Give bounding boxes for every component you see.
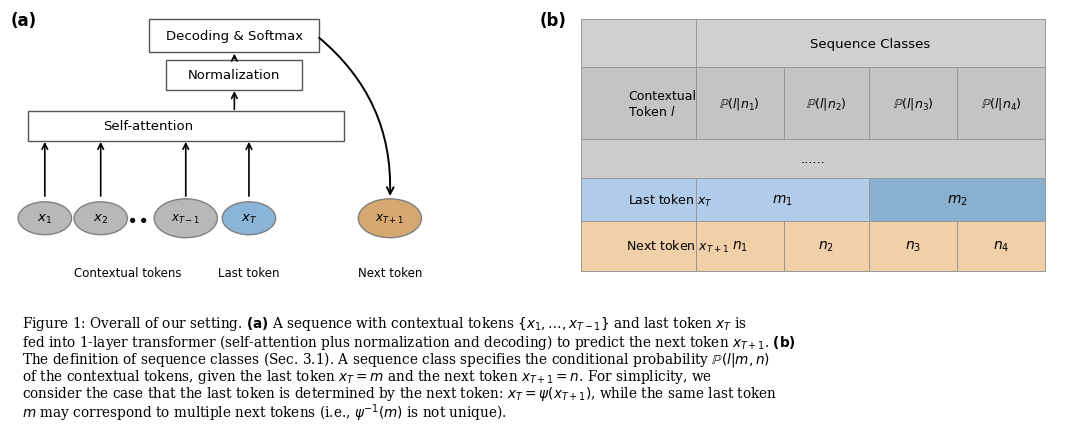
Text: ......: ...... [801, 153, 826, 166]
Text: $\mathbb{P}(l|n_4)$: $\mathbb{P}(l|n_4)$ [981, 96, 1022, 112]
Text: Last token: Last token [218, 266, 280, 279]
Text: Sequence Classes: Sequence Classes [810, 38, 931, 51]
Text: consider the case that the last token is determined by the next token: $x_T = \p: consider the case that the last token is… [22, 384, 777, 402]
Bar [957, 68, 1045, 140]
Text: $m_2$: $m_2$ [947, 193, 968, 207]
Text: Decoding & Softmax: Decoding & Softmax [166, 30, 302, 43]
FancyBboxPatch shape [149, 20, 320, 53]
Text: $x_{T-1}$: $x_{T-1}$ [172, 212, 200, 225]
Text: $n_1$: $n_1$ [731, 239, 747, 253]
Text: Last token $x_T$: Last token $x_T$ [629, 192, 713, 208]
Bar [581, 178, 696, 222]
Text: $x_1$: $x_1$ [37, 212, 53, 225]
Bar [581, 222, 696, 271]
Circle shape [18, 202, 71, 235]
Text: Self-attention: Self-attention [104, 120, 193, 133]
Text: $x_2$: $x_2$ [93, 212, 108, 225]
Bar [869, 68, 957, 140]
Bar [581, 20, 696, 68]
Text: $m_1$: $m_1$ [772, 193, 793, 207]
Text: $x_{T+1}$: $x_{T+1}$ [376, 212, 404, 225]
Circle shape [359, 199, 421, 238]
Bar [869, 222, 957, 271]
Text: $n_3$: $n_3$ [905, 239, 921, 253]
Text: Figure 1: Overall of our setting. $\mathbf{(a)}$ A sequence with contextual toke: Figure 1: Overall of our setting. $\math… [22, 314, 746, 332]
Text: $n_2$: $n_2$ [819, 239, 835, 253]
Bar [784, 222, 869, 271]
Text: Contextual tokens: Contextual tokens [73, 266, 181, 279]
Bar [696, 68, 784, 140]
Circle shape [154, 199, 217, 238]
Text: $x_T$: $x_T$ [241, 212, 257, 225]
Bar [696, 222, 784, 271]
Text: $m$ may correspond to multiple next tokens (i.e., $\psi^{-1}(m)$ is not unique).: $m$ may correspond to multiple next toke… [22, 402, 507, 423]
Text: fed into 1-layer transformer (self-attention plus normalization and decoding) to: fed into 1-layer transformer (self-atten… [22, 332, 796, 351]
Text: Next token $x_{T+1}$: Next token $x_{T+1}$ [625, 238, 728, 254]
Circle shape [73, 202, 127, 235]
FancyBboxPatch shape [28, 112, 343, 141]
Text: Normalization: Normalization [188, 69, 281, 82]
Bar [581, 68, 696, 140]
Text: $\mathbb{P}(l|n_3)$: $\mathbb{P}(l|n_3)$ [893, 96, 933, 112]
Bar [957, 222, 1045, 271]
Text: Next token: Next token [357, 266, 422, 279]
Text: Contextual
Token $l$: Contextual Token $l$ [629, 89, 697, 118]
Bar [784, 68, 869, 140]
Bar [869, 178, 1045, 222]
Text: $\bullet\!\bullet\!\bullet$: $\bullet\!\bullet\!\bullet$ [125, 210, 163, 228]
Text: $n_4$: $n_4$ [994, 239, 1010, 253]
Text: The definition of sequence classes (Sec. 3.1). A sequence class specifies the co: The definition of sequence classes (Sec.… [22, 349, 770, 368]
Text: of the contextual tokens, given the last token $x_T = m$ and the next token $x_{: of the contextual tokens, given the last… [22, 367, 712, 385]
FancyBboxPatch shape [166, 61, 302, 91]
Text: $\mathbb{P}(l|n_2)$: $\mathbb{P}(l|n_2)$ [806, 96, 847, 112]
Text: (b): (b) [540, 12, 567, 29]
Text: $\mathbb{P}(l|n_1)$: $\mathbb{P}(l|n_1)$ [719, 96, 760, 112]
Bar [696, 178, 869, 222]
Bar [581, 140, 1045, 178]
Bar [696, 20, 1045, 68]
Text: (a): (a) [11, 12, 37, 29]
Circle shape [222, 202, 275, 235]
